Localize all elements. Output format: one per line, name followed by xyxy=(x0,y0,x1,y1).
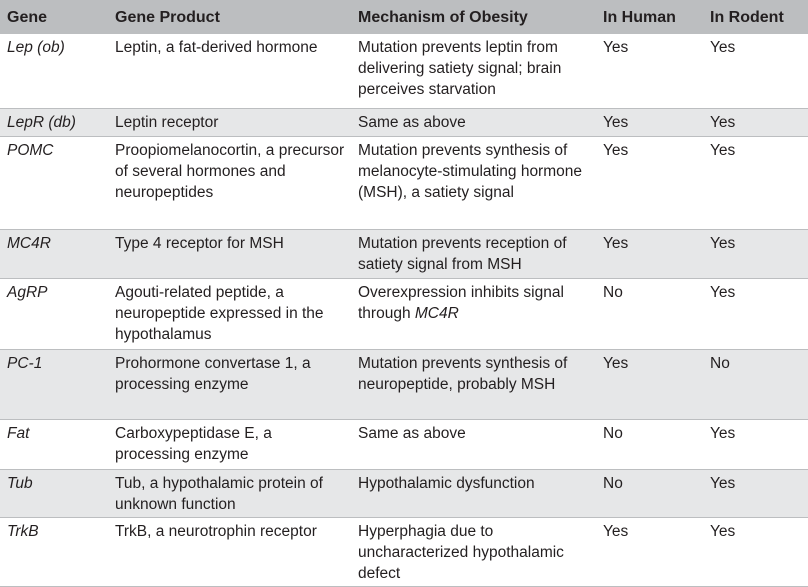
product-cell: Proopiomelanocortin, a precursor of seve… xyxy=(108,136,351,230)
product-cell: Leptin receptor xyxy=(108,108,351,137)
human-cell: Yes xyxy=(596,517,703,587)
table-header: Gene Gene Product Mechanism of Obesity I… xyxy=(0,0,808,34)
product-cell: Agouti-related peptide, a neuropeptide e… xyxy=(108,278,351,350)
mechanism-cell: Mutation prevents synthesis of neuropept… xyxy=(351,349,596,420)
table-row: MC4R Type 4 receptor for MSH Mutation pr… xyxy=(0,229,808,279)
rodent-cell: Yes xyxy=(703,278,808,350)
rodent-cell: Yes xyxy=(703,229,808,279)
gene-cell: POMC xyxy=(0,136,108,230)
mechanism-cell: Mutation prevents reception of satiety s… xyxy=(351,229,596,279)
mechanism-cell: Mutation prevents synthesis of melanocyt… xyxy=(351,136,596,230)
gene-cell: LepR (db) xyxy=(0,108,108,137)
product-cell: Carboxypeptidase E, a processing enzyme xyxy=(108,419,351,470)
mechanism-cell: Same as above xyxy=(351,419,596,470)
gene-cell: Tub xyxy=(0,469,108,518)
rodent-cell: Yes xyxy=(703,419,808,470)
human-cell: Yes xyxy=(596,136,703,230)
header-mechanism: Mechanism of Obesity xyxy=(358,9,528,26)
table-row: Fat Carboxypeptidase E, a processing enz… xyxy=(0,419,808,470)
human-cell: Yes xyxy=(596,349,703,420)
mechanism-cell: Overexpression inhibits signal through M… xyxy=(351,278,596,350)
gene-cell: AgRP xyxy=(0,278,108,350)
table-row: Lep (ob) Leptin, a fat-derived hormone M… xyxy=(0,34,808,109)
gene-cell: TrkB xyxy=(0,517,108,587)
gene-cell: PC-1 xyxy=(0,349,108,420)
gene-cell: MC4R xyxy=(0,229,108,279)
table-row: POMC Proopiomelanocortin, a precursor of… xyxy=(0,136,808,230)
human-cell: Yes xyxy=(596,108,703,137)
table-row: AgRP Agouti-related peptide, a neuropept… xyxy=(0,278,808,350)
rodent-cell: Yes xyxy=(703,136,808,230)
header-in-rodent: In Rodent xyxy=(710,9,784,26)
table-row: PC-1 Prohormone convertase 1, a processi… xyxy=(0,349,808,420)
gene-cell: Fat xyxy=(0,419,108,470)
header-row: Gene Gene Product Mechanism of Obesity I… xyxy=(0,0,808,34)
mechanism-cell: Same as above xyxy=(351,108,596,137)
table-row: Tub Tub, a hypothalamic protein of unkno… xyxy=(0,469,808,518)
human-cell: Yes xyxy=(596,229,703,279)
rodent-cell: Yes xyxy=(703,108,808,137)
rodent-cell: Yes xyxy=(703,34,808,109)
header-in-human: In Human xyxy=(603,9,676,26)
human-cell: No xyxy=(596,278,703,350)
mechanism-cell: Hypothalamic dysfunction xyxy=(351,469,596,518)
rodent-cell: Yes xyxy=(703,517,808,587)
header-gene-product: Gene Product xyxy=(115,9,220,26)
mechanism-gene-ref: MC4R xyxy=(414,304,459,322)
mechanism-cell: Mutation prevents leptin from delivering… xyxy=(351,34,596,109)
mechanism-text: Overexpression inhibits signal through xyxy=(358,283,564,322)
header-gene: Gene xyxy=(7,9,48,26)
rodent-cell: No xyxy=(703,349,808,420)
product-cell: Type 4 receptor for MSH xyxy=(108,229,351,279)
product-cell: Prohormone convertase 1, a processing en… xyxy=(108,349,351,420)
product-cell: Tub, a hypothalamic protein of unknown f… xyxy=(108,469,351,518)
mechanism-cell: Hyperphagia due to uncharacterized hypot… xyxy=(351,517,596,587)
table-row: TrkB TrkB, a neurotrophin receptor Hyper… xyxy=(0,517,808,587)
table-body: Lep (ob) Leptin, a fat-derived hormone M… xyxy=(0,34,808,587)
human-cell: No xyxy=(596,469,703,518)
product-cell: Leptin, a fat-derived hormone xyxy=(108,34,351,109)
human-cell: Yes xyxy=(596,34,703,109)
table-row: LepR (db) Leptin receptor Same as above … xyxy=(0,108,808,137)
human-cell: No xyxy=(596,419,703,470)
gene-cell: Lep (ob) xyxy=(0,34,108,109)
product-cell: TrkB, a neurotrophin receptor xyxy=(108,517,351,587)
rodent-cell: Yes xyxy=(703,469,808,518)
